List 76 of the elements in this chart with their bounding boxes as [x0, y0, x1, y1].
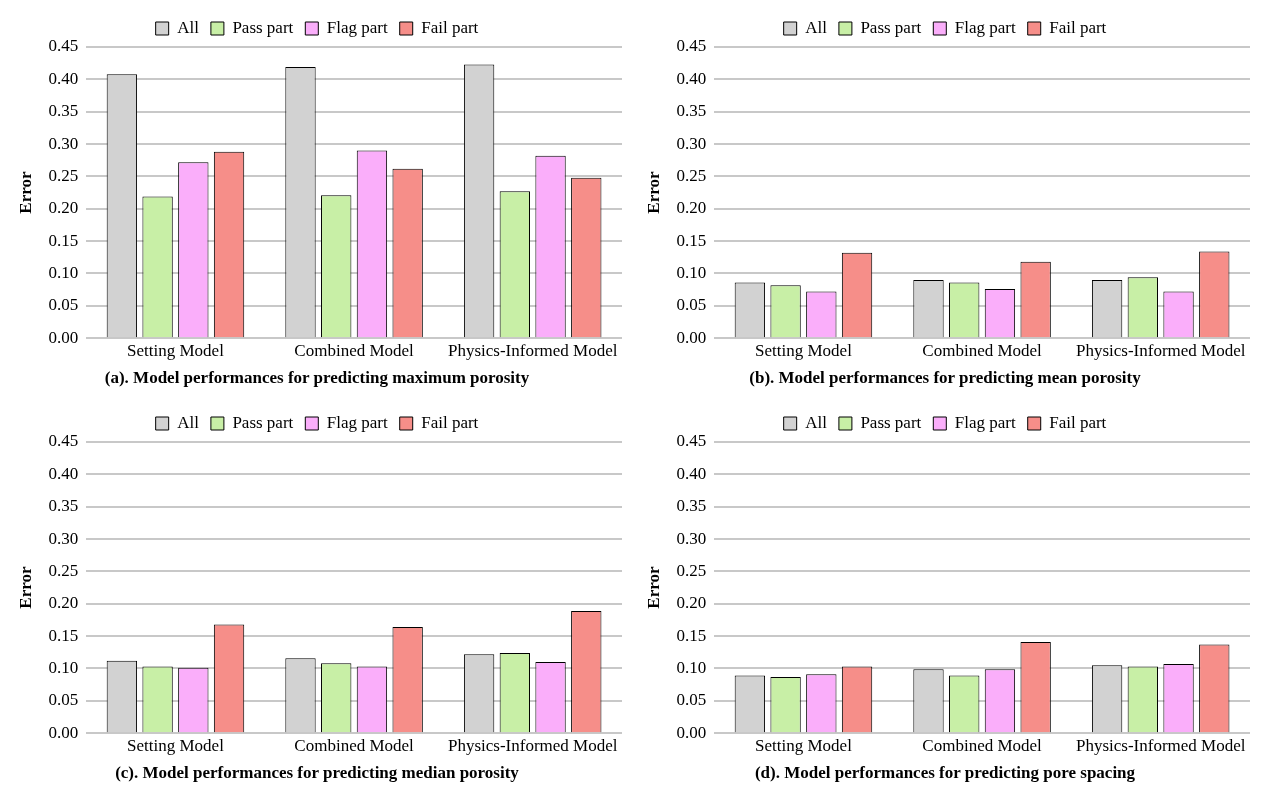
y-tick-label: 0.20 — [676, 593, 707, 613]
y-tick-label: 0.00 — [48, 722, 79, 742]
y-tick-label: 0.25 — [48, 560, 79, 580]
x-tick-label: Combined Model — [922, 735, 1043, 755]
y-tick-label: 0.15 — [676, 625, 707, 645]
x-tick-label: Combined Model — [922, 340, 1043, 360]
legend-label: All — [805, 412, 828, 432]
legend-label: Fail part — [421, 412, 479, 432]
x-tick-label: Combined Model — [294, 340, 415, 360]
legend-label: Pass part — [860, 17, 922, 37]
y-tick-label: 0.20 — [676, 198, 707, 218]
y-tick-label: 0.35 — [676, 101, 707, 121]
y-tick-label: 0.40 — [676, 463, 707, 483]
y-axis-title: Error — [643, 566, 663, 609]
y-axis-title: Error — [15, 171, 35, 214]
y-tick-label: 0.35 — [676, 496, 707, 516]
legend-label: Fail part — [421, 17, 479, 37]
legend-label: All — [177, 412, 200, 432]
y-tick-label: 0.05 — [676, 295, 707, 315]
y-tick-label: 0.15 — [48, 625, 79, 645]
legend-label: All — [805, 17, 828, 37]
y-tick-label: 0.10 — [676, 657, 707, 677]
text: (d). Model performances for predicting pore spacing — [754, 763, 1136, 783]
text: (b). Model performances for predicting mean porosity — [749, 368, 1142, 388]
y-tick-label: 0.25 — [48, 165, 79, 185]
y-tick-label: 0.40 — [48, 68, 79, 88]
y-tick-label: 0.35 — [48, 101, 79, 121]
y-axis-title: Error — [643, 171, 663, 214]
y-tick-label: 0.10 — [676, 262, 707, 282]
y-tick-label: 0.00 — [676, 327, 707, 347]
y-tick-label: 0.00 — [676, 722, 707, 742]
y-tick-label: 0.40 — [676, 68, 707, 88]
legend-label: Flag part — [326, 17, 388, 37]
x-tick-label: Physics-Informed Model — [447, 735, 618, 755]
y-tick-label: 0.30 — [48, 528, 79, 548]
x-tick-label: Setting Model — [127, 735, 225, 755]
y-tick-label: 0.45 — [676, 431, 707, 451]
legend-label: Pass part — [860, 412, 922, 432]
y-tick-label: 0.20 — [48, 198, 79, 218]
x-tick-label: Physics-Informed Model — [1075, 340, 1246, 360]
x-tick-label: Setting Model — [755, 340, 853, 360]
y-tick-label: 0.25 — [676, 165, 707, 185]
text: (a). Model performances for predicting maximum porosity — [104, 368, 530, 388]
legend-label: Flag part — [954, 412, 1016, 432]
y-tick-label: 0.45 — [48, 36, 79, 56]
y-tick-label: 0.30 — [676, 133, 707, 153]
y-tick-label: 0.05 — [48, 295, 79, 315]
y-tick-label: 0.45 — [48, 431, 79, 451]
legend-label: Fail part — [1049, 17, 1107, 37]
y-tick-label: 0.30 — [676, 528, 707, 548]
y-tick-label: 0.40 — [48, 463, 79, 483]
y-tick-label: 0.05 — [676, 690, 707, 710]
legend-label: Pass part — [232, 412, 294, 432]
text: (c). Model performances for predicting median porosity — [115, 763, 520, 783]
y-tick-label: 0.00 — [48, 327, 79, 347]
legend-label: Flag part — [326, 412, 388, 432]
y-tick-label: 0.10 — [48, 657, 79, 677]
x-tick-label: Physics-Informed Model — [447, 340, 618, 360]
y-tick-label: 0.25 — [676, 560, 707, 580]
y-tick-label: 0.30 — [48, 133, 79, 153]
y-tick-label: 0.15 — [48, 230, 79, 250]
x-tick-label: Combined Model — [294, 735, 415, 755]
y-axis-title: Error — [15, 566, 35, 609]
y-tick-label: 0.45 — [676, 36, 707, 56]
y-tick-label: 0.20 — [48, 593, 79, 613]
x-tick-label: Setting Model — [127, 340, 225, 360]
y-tick-label: 0.05 — [48, 690, 79, 710]
legend-label: Flag part — [954, 17, 1016, 37]
y-tick-label: 0.10 — [48, 262, 79, 282]
legend-label: Pass part — [232, 17, 294, 37]
legend-label: All — [177, 17, 200, 37]
legend-label: Fail part — [1049, 412, 1107, 432]
y-tick-label: 0.15 — [676, 230, 707, 250]
y-tick-label: 0.35 — [48, 496, 79, 516]
x-tick-label: Setting Model — [755, 735, 853, 755]
x-tick-label: Physics-Informed Model — [1075, 735, 1246, 755]
